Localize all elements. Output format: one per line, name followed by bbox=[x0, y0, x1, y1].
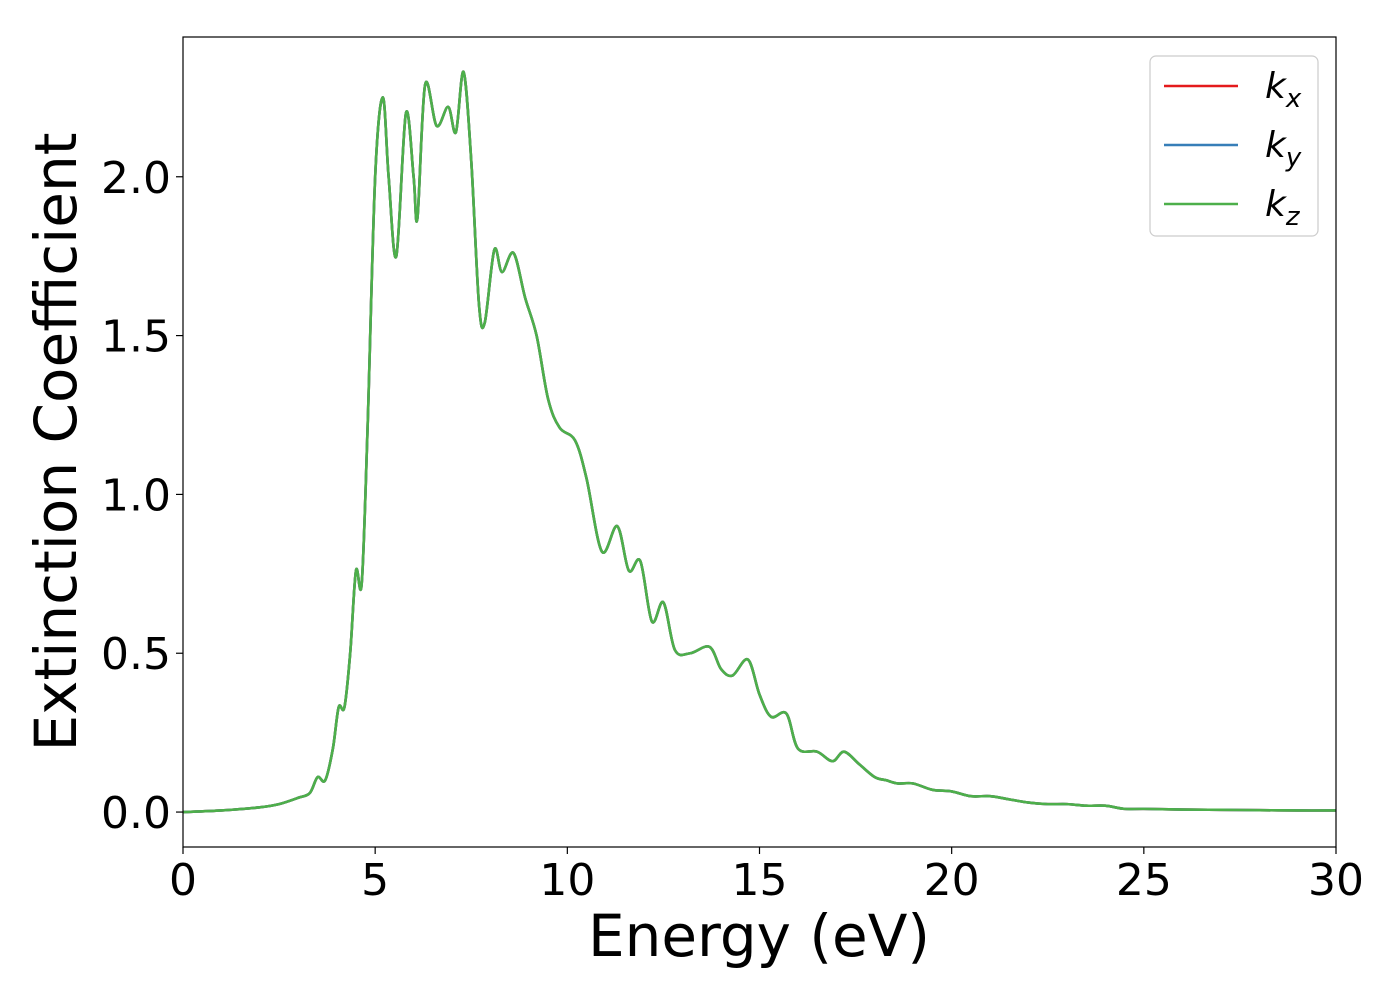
y-tick-label: 1.0 bbox=[101, 470, 171, 521]
legend-label-subscript: y bbox=[1285, 143, 1302, 173]
y-axis: 0.0 0.5 1.0 1.5 2.0 bbox=[101, 153, 183, 839]
series-line-kz bbox=[182, 70, 1337, 814]
x-tick-label: 10 bbox=[539, 855, 595, 906]
legend-label-kz: kz bbox=[1265, 184, 1301, 232]
y-tick-label: 0.0 bbox=[101, 788, 171, 839]
legend-label-subscript: x bbox=[1285, 84, 1302, 114]
y-tick-label: 1.5 bbox=[101, 312, 171, 363]
y-axis-label: Extinction Coefficient bbox=[22, 133, 90, 752]
x-tick-label: 5 bbox=[361, 855, 389, 906]
legend-label-subscript: z bbox=[1285, 202, 1301, 232]
legend-label-kx: kx bbox=[1265, 66, 1302, 114]
x-tick-label: 20 bbox=[924, 855, 980, 906]
y-tick-label: 0.5 bbox=[101, 629, 171, 680]
legend-label-base: k bbox=[1265, 125, 1288, 166]
legend-label-base: k bbox=[1265, 66, 1288, 107]
x-axis: 0 5 10 15 20 25 30 bbox=[169, 847, 1364, 906]
x-tick-label: 15 bbox=[732, 855, 788, 906]
x-tick-label: 0 bbox=[169, 855, 197, 906]
x-axis-label: Energy (eV) bbox=[588, 902, 930, 970]
x-tick-label: 25 bbox=[1116, 855, 1172, 906]
x-tick-label: 30 bbox=[1308, 855, 1364, 906]
y-tick-label: 2.0 bbox=[101, 153, 171, 204]
series-layer bbox=[182, 70, 1337, 814]
legend-label-ky: ky bbox=[1265, 125, 1302, 173]
legend-label-base: k bbox=[1265, 184, 1288, 225]
